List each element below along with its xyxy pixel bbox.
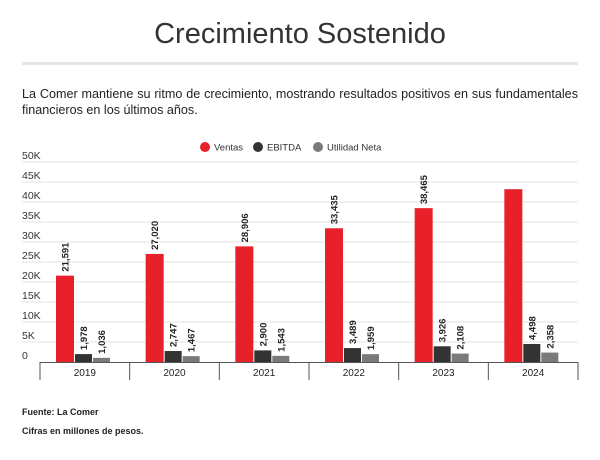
- bar: [235, 246, 254, 362]
- y-tick-label: 35K: [22, 210, 41, 222]
- bar: [344, 348, 361, 362]
- bar: [541, 352, 559, 362]
- legend-swatch: [313, 142, 323, 152]
- bar: [272, 355, 290, 362]
- x-tick-label: 2024: [522, 368, 545, 379]
- x-tick-label: 2022: [343, 368, 366, 379]
- bar: [451, 353, 469, 362]
- chart-gridlines: [22, 161, 578, 343]
- legend-label: Ventas: [214, 143, 243, 154]
- source-note: Fuente: La Comer: [22, 407, 99, 417]
- data-label: 28,906: [240, 213, 251, 242]
- data-label: 2,900: [258, 323, 269, 347]
- page-subtitle: La Comer mantiene su ritmo de crecimient…: [22, 87, 578, 117]
- y-axis: 0 5K 10K 15K 20K 25K 30K 35K 40K 45K 50K: [22, 150, 41, 362]
- legend-swatch: [200, 142, 210, 152]
- page-title: Crecimiento Sostenido: [154, 18, 446, 50]
- data-label: 1,978: [79, 326, 90, 350]
- bar: [433, 346, 451, 362]
- bar: [254, 350, 272, 362]
- data-label: 1,543: [276, 328, 287, 352]
- bar-chart: Ventas EBITDA Utilidad Neta 0 5K 10K 15K 20K 25…: [22, 142, 579, 380]
- y-tick-label: 10K: [22, 310, 41, 322]
- data-label: 2,747: [169, 323, 180, 347]
- title-divider: [22, 62, 578, 65]
- x-tick-label: 2023: [432, 368, 455, 379]
- data-label: 38,465: [419, 174, 430, 204]
- y-tick-label: 50K: [22, 150, 41, 162]
- x-tick-label: 2020: [163, 368, 186, 379]
- data-label: 21,591: [61, 242, 72, 272]
- x-tick-label: 2019: [74, 368, 97, 379]
- y-tick-label: 25K: [22, 250, 41, 262]
- bar: [164, 351, 182, 362]
- bar: [145, 253, 164, 362]
- y-tick-label: 20K: [22, 270, 41, 282]
- x-axis: 2019 2020 2021 2022 2023 2024: [39, 362, 579, 380]
- data-label: 1,036: [97, 330, 108, 354]
- data-label: 1,959: [366, 326, 377, 350]
- bar: [93, 357, 110, 362]
- data-label: 3,926: [438, 319, 449, 343]
- bar: [414, 208, 433, 362]
- data-label: 27,020: [150, 221, 161, 250]
- y-tick-label: 15K: [22, 290, 41, 302]
- bar: [325, 228, 343, 362]
- data-label: 33,435: [330, 194, 341, 224]
- bar: [504, 189, 523, 362]
- bar: [523, 344, 541, 362]
- data-label: 2,108: [456, 326, 467, 350]
- y-tick-label: 40K: [22, 190, 41, 202]
- bar: [182, 356, 200, 362]
- data-label: 3,489: [348, 320, 359, 344]
- y-tick-label: 0: [22, 350, 28, 362]
- bar: [56, 275, 74, 362]
- y-tick-label: 45K: [22, 170, 41, 182]
- data-label: 2,358: [545, 325, 556, 349]
- chart-bars: 21,591 1,978 1,036 27,020 2,747 1,467 28,906 2,…: [56, 174, 559, 362]
- data-label: 4,498: [527, 316, 538, 340]
- bar: [362, 354, 379, 362]
- bar: [75, 354, 92, 362]
- legend-label: EBITDA: [267, 143, 302, 154]
- chart-legend: Ventas EBITDA Utilidad Neta: [200, 142, 382, 154]
- x-tick-label: 2021: [253, 368, 276, 379]
- units-note: Cifras en millones de pesos.: [22, 426, 144, 436]
- legend-label: Utilidad Neta: [327, 143, 382, 154]
- legend-swatch: [253, 142, 263, 152]
- y-tick-label: 30K: [22, 230, 41, 242]
- data-label: 1,467: [187, 328, 198, 352]
- y-tick-label: 5K: [22, 330, 35, 342]
